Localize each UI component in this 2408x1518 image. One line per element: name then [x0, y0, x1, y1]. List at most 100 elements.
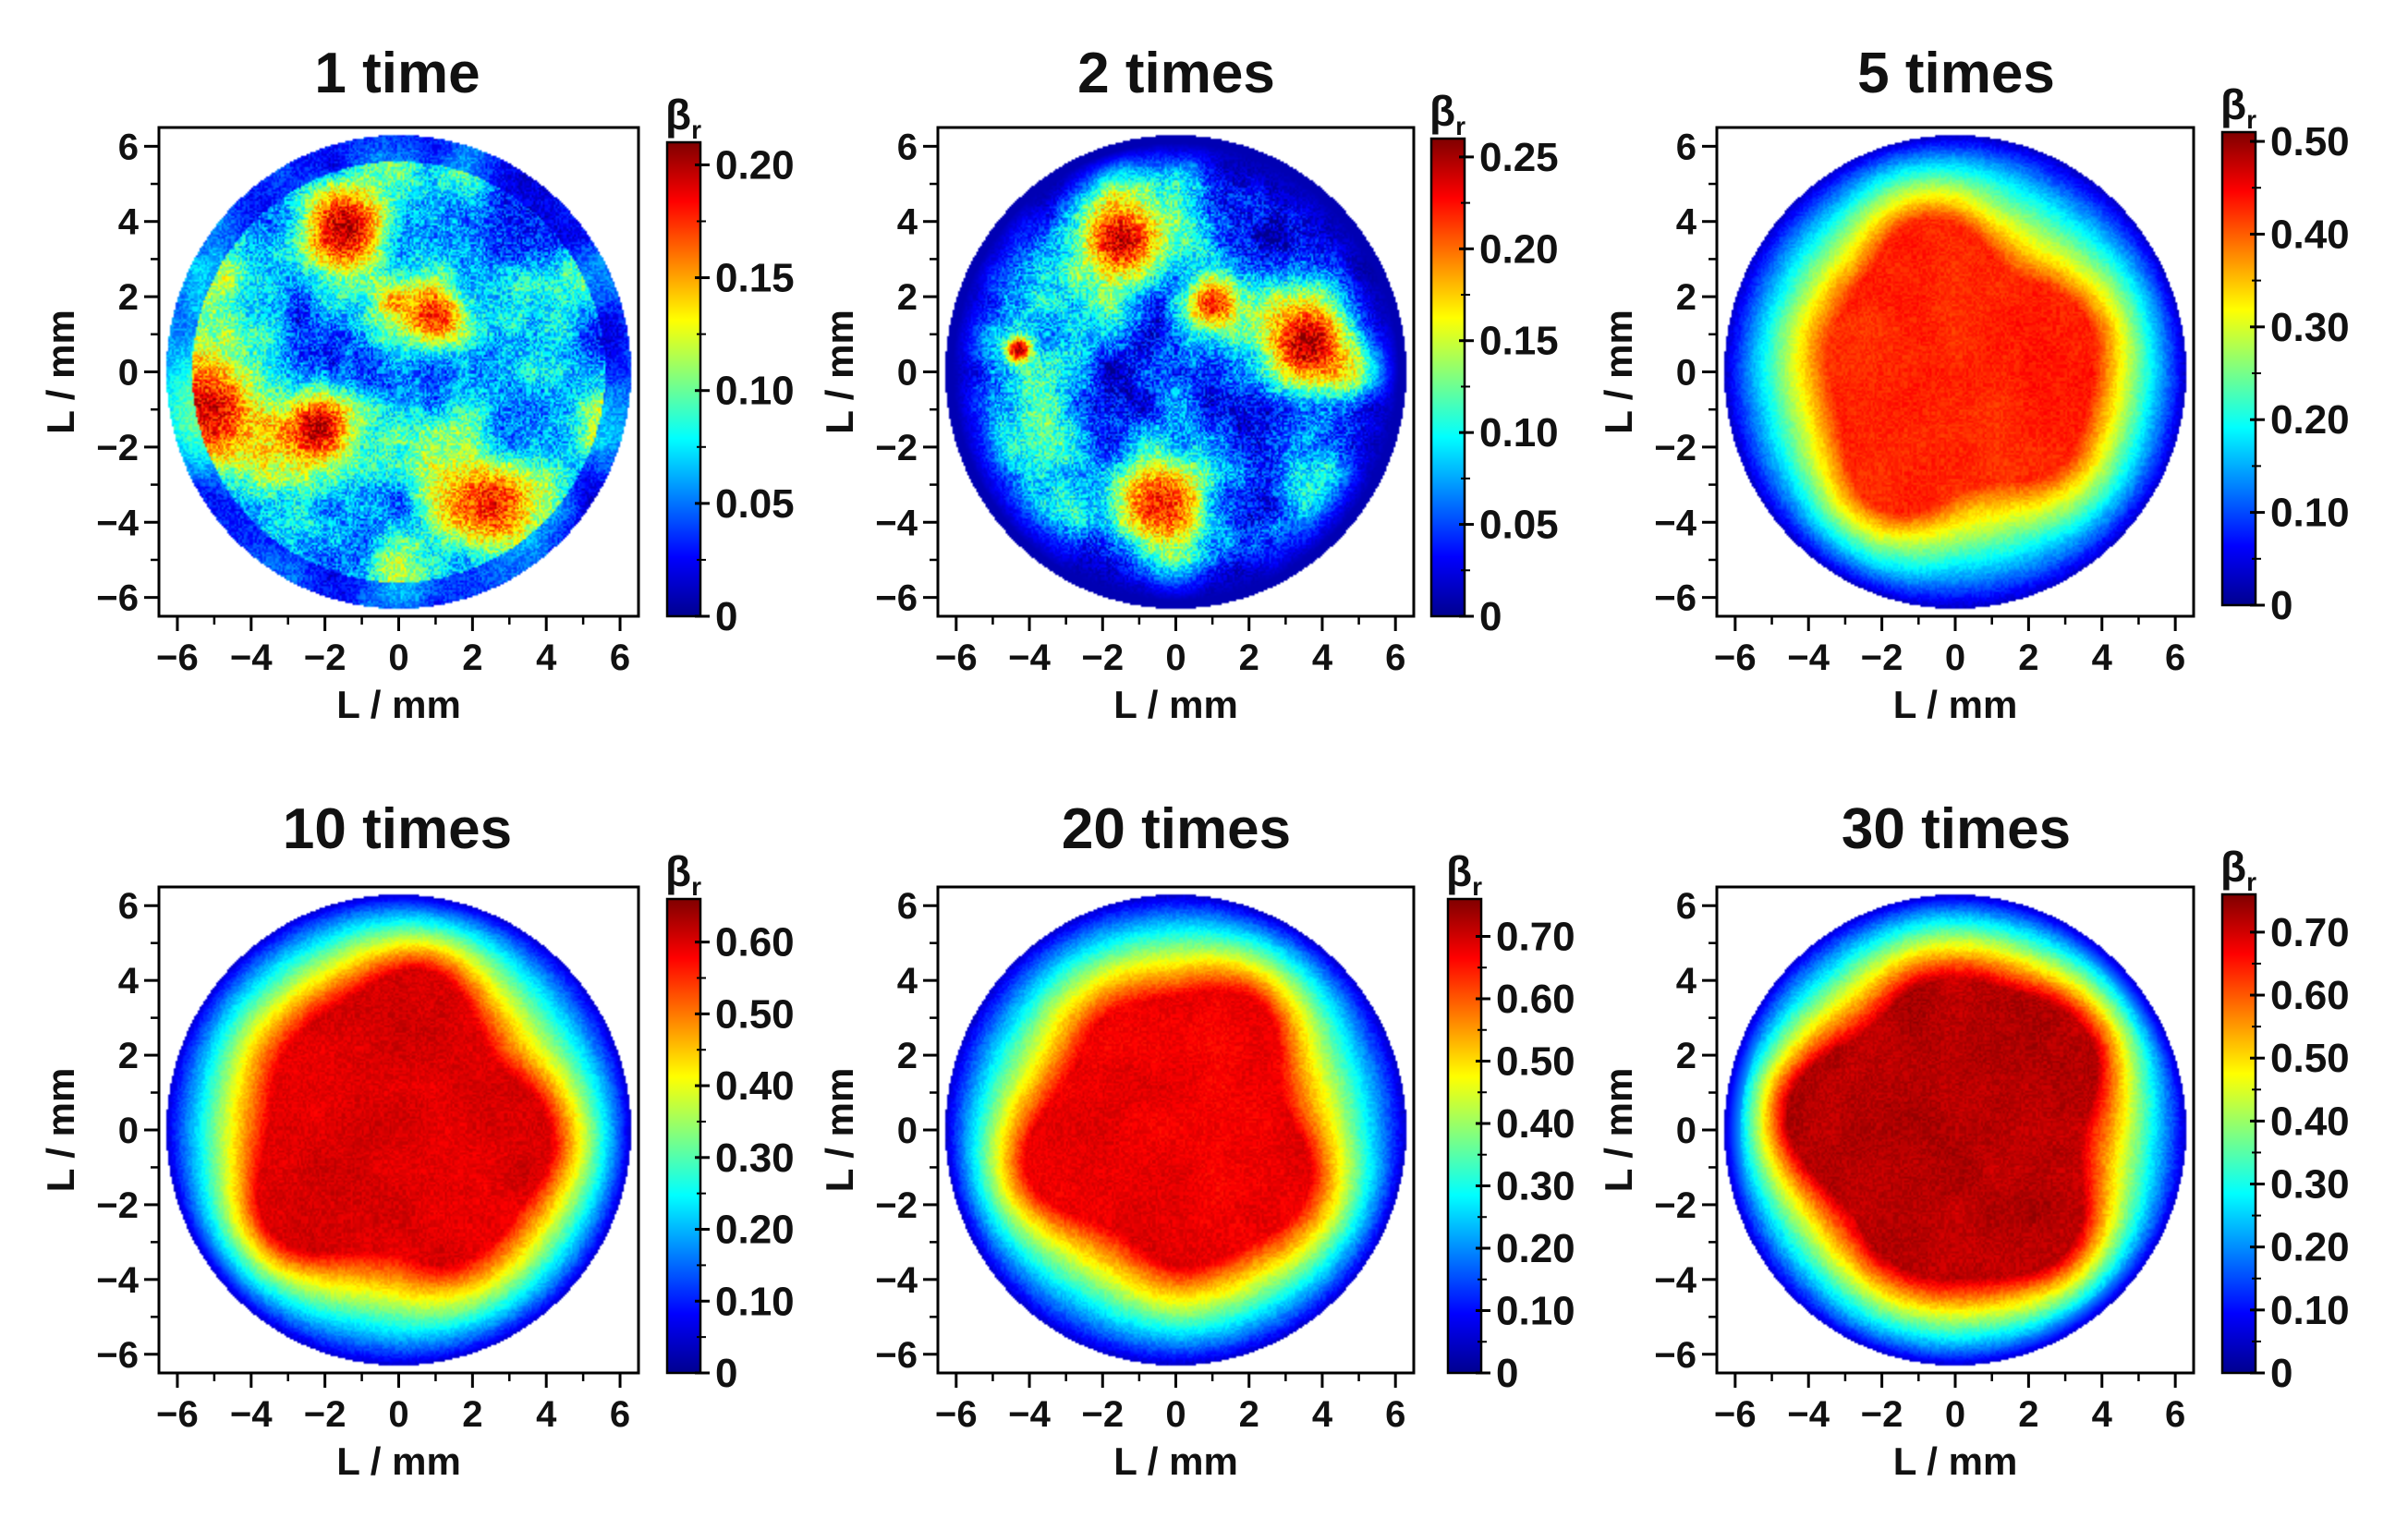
colorbar-label: βr — [1429, 87, 1465, 140]
y-tick-label: 6 — [1676, 127, 1697, 167]
colorbar-tick-label: 0.10 — [715, 369, 795, 414]
x-tick-label: 4 — [2092, 638, 2113, 678]
y-tick-label: −6 — [96, 578, 139, 619]
x-tick-label: −6 — [935, 638, 978, 678]
y-tick-label: 2 — [897, 277, 918, 318]
colorbar-label: βr — [665, 91, 701, 144]
x-tick-label: 0 — [1945, 1394, 1965, 1435]
y-axis-label: L / mm — [39, 310, 82, 434]
y-tick-label: 2 — [897, 1036, 918, 1076]
colorbar-tick-label: 0.30 — [1496, 1164, 1575, 1209]
chart-title: 2 times — [1077, 42, 1275, 105]
y-tick-label: 0 — [897, 1111, 918, 1151]
y-tick-label: 2 — [118, 1036, 139, 1076]
chart-panel-1: 1 time −6 −6 −4 −4 −2 −2 0 0 2 2 4 4 6 6 L / mm L / mm 0 0… — [39, 42, 795, 726]
y-tick-label: −6 — [96, 1335, 139, 1376]
colorbar-tick-label: 0.20 — [1496, 1226, 1575, 1271]
colorbar-tick-label: 0.50 — [2270, 119, 2350, 164]
x-tick-label: 6 — [2165, 638, 2185, 678]
colorbar-label: βr — [2220, 80, 2256, 134]
x-tick-label: 6 — [1385, 1394, 1405, 1435]
x-tick-label: −4 — [230, 638, 273, 678]
x-tick-label: 2 — [462, 1394, 482, 1435]
x-tick-label: 6 — [2165, 1394, 2185, 1435]
y-tick-label: 6 — [897, 127, 918, 167]
y-axis-label: L / mm — [1597, 310, 1640, 434]
chart-title: 1 time — [314, 42, 480, 105]
colorbar — [665, 897, 702, 1375]
x-tick-label: 6 — [610, 1394, 630, 1435]
colorbar — [1429, 137, 1466, 618]
heatmap-disk — [159, 887, 638, 1373]
colorbar-tick-label: 0 — [2270, 583, 2292, 628]
x-tick-label: −6 — [935, 1394, 978, 1435]
x-tick-label: 6 — [610, 638, 630, 678]
y-tick-label: −4 — [875, 1260, 918, 1301]
colorbar-tick-label: 0.25 — [1479, 135, 1559, 180]
x-tick-label: −2 — [1081, 638, 1124, 678]
y-tick-label: −2 — [96, 1185, 139, 1226]
y-tick-label: 4 — [897, 961, 918, 1002]
x-tick-label: 2 — [2018, 638, 2038, 678]
x-tick-label: 2 — [1239, 1394, 1259, 1435]
colorbar — [2220, 130, 2257, 607]
y-tick-label: 4 — [897, 202, 918, 243]
colorbar-label: βr — [1446, 847, 1482, 901]
heatmap-disk — [1717, 887, 2194, 1373]
x-tick-label: −4 — [230, 1394, 273, 1435]
x-axis-label: L / mm — [1113, 1439, 1238, 1483]
x-tick-label: 4 — [1312, 1394, 1333, 1435]
colorbar-tick-label: 0.10 — [1479, 410, 1559, 455]
x-tick-label: 4 — [2092, 1394, 2113, 1435]
colorbar-tick-label: 0 — [715, 1351, 737, 1396]
colorbar-label: βr — [665, 847, 701, 901]
x-tick-label: −2 — [1861, 1394, 1903, 1435]
y-axis-label: L / mm — [818, 1068, 861, 1193]
y-tick-label: 0 — [1676, 353, 1697, 394]
x-tick-label: 2 — [1239, 638, 1259, 678]
x-tick-label: −2 — [304, 1394, 347, 1435]
y-tick-label: −6 — [1654, 578, 1697, 619]
colorbar-tick-label: 0.30 — [715, 1135, 795, 1181]
x-tick-label: −2 — [1081, 1394, 1124, 1435]
x-tick-label: −4 — [1787, 638, 1830, 678]
colorbar-tick-label: 0.30 — [2270, 1162, 2350, 1208]
x-tick-label: −4 — [1008, 1394, 1051, 1435]
y-tick-label: −2 — [1654, 428, 1697, 468]
x-tick-label: 6 — [1385, 638, 1405, 678]
y-tick-label: 2 — [1676, 277, 1697, 318]
y-tick-label: 6 — [1676, 886, 1697, 927]
x-tick-label: 4 — [536, 638, 557, 678]
colorbar-tick-label: 0.20 — [2270, 1225, 2350, 1270]
x-tick-label: 2 — [462, 638, 482, 678]
chart-title: 5 times — [1857, 42, 2055, 105]
x-tick-label: −2 — [304, 638, 347, 678]
colorbar-tick-label: 0.20 — [715, 142, 795, 188]
colorbar-tick-label: 0.05 — [1479, 503, 1559, 548]
y-tick-label: 0 — [118, 1111, 139, 1151]
colorbar-tick-label: 0 — [1496, 1351, 1518, 1396]
x-axis-label: L / mm — [1893, 1439, 2018, 1483]
x-tick-label: 0 — [1165, 1394, 1186, 1435]
y-tick-label: 2 — [118, 277, 139, 318]
chart-panel-5: 20 times −6 −6 −4 −4 −2 −2 0 0 2 2 4 4 6 6 L / mm L / mm… — [818, 797, 1575, 1483]
y-tick-label: −4 — [1654, 1260, 1697, 1301]
x-axis-label: L / mm — [336, 1439, 461, 1483]
y-axis-label: L / mm — [1597, 1068, 1640, 1193]
colorbar-tick-label: 0.20 — [1479, 226, 1559, 272]
colorbar-tick-label: 0.40 — [715, 1063, 795, 1109]
colorbar — [1446, 897, 1483, 1375]
chart-title: 20 times — [1062, 797, 1291, 861]
y-axis-label: L / mm — [39, 1068, 82, 1193]
colorbar-tick-label: 0.40 — [2270, 1099, 2350, 1144]
y-tick-label: 6 — [118, 127, 139, 167]
y-tick-label: −2 — [1654, 1185, 1697, 1226]
x-tick-label: 4 — [536, 1394, 557, 1435]
colorbar-tick-label: 0.30 — [2270, 305, 2350, 350]
y-tick-label: 2 — [1676, 1036, 1697, 1076]
x-tick-label: 4 — [1312, 638, 1333, 678]
y-tick-label: 0 — [897, 353, 918, 394]
y-tick-label: −6 — [875, 1335, 918, 1376]
y-tick-label: −2 — [875, 428, 918, 468]
x-axis-label: L / mm — [1113, 683, 1238, 726]
